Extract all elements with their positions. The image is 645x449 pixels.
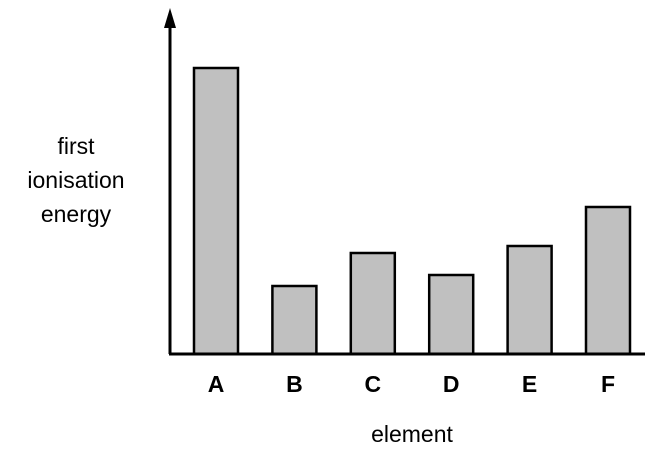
bar-b — [271, 284, 318, 356]
y-axis-label-line-3: energy — [41, 201, 112, 227]
x-tick-label-e: E — [522, 371, 537, 397]
bar-e — [506, 244, 553, 356]
bar-d — [427, 273, 475, 356]
bar-a — [192, 66, 240, 356]
bars-group — [192, 66, 632, 356]
x-axis-label: element — [371, 421, 453, 447]
x-tick-label-a: A — [208, 371, 225, 397]
x-tick-label-c: C — [364, 371, 381, 397]
x-tick-labels: A B C D E F — [208, 371, 615, 397]
bar-f — [584, 205, 632, 356]
x-tick-label-d: D — [443, 371, 460, 397]
x-tick-label-f: F — [601, 371, 615, 397]
bar-c — [349, 251, 397, 356]
y-axis-label-line-1: first — [57, 133, 95, 159]
y-axis-label-line-2: ionisation — [27, 167, 124, 193]
y-axis-arrowhead — [164, 8, 176, 28]
x-tick-label-b: B — [286, 371, 303, 397]
